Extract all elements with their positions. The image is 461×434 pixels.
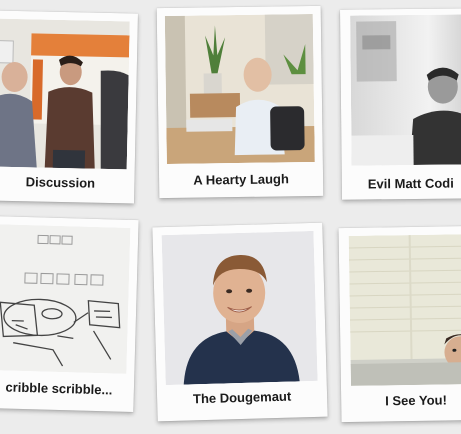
photo-card-i-see-you[interactable]: I See You! (338, 225, 461, 423)
photo-card-dougemaut[interactable]: The Dougemaut (152, 222, 328, 422)
photo-caption: A Hearty Laugh (193, 171, 289, 188)
evil-matt-coding-photo-icon (350, 14, 461, 166)
photo-caption: cribble scribble... (5, 379, 113, 398)
photo-caption: I See You! (385, 392, 447, 409)
photo-card-scribble[interactable]: cribble scribble... (0, 215, 139, 413)
photo-card-hearty-laugh[interactable]: A Hearty Laugh (156, 5, 324, 199)
photo-caption: Evil Matt Codi (367, 175, 454, 192)
photo-card-evil-matt-coding[interactable]: Evil Matt Codi (340, 8, 461, 200)
whiteboard-scribble-photo-icon (0, 224, 131, 374)
photo-card-discussion[interactable]: Discussion (0, 10, 138, 204)
discussion-photo-icon (0, 18, 130, 170)
photo-caption: The Dougemaut (192, 388, 292, 407)
portrait-photo-icon (161, 230, 318, 386)
hearty-laugh-photo-icon (164, 13, 315, 165)
photo-caption: Discussion (25, 174, 96, 191)
peeking-photo-icon (348, 233, 461, 386)
